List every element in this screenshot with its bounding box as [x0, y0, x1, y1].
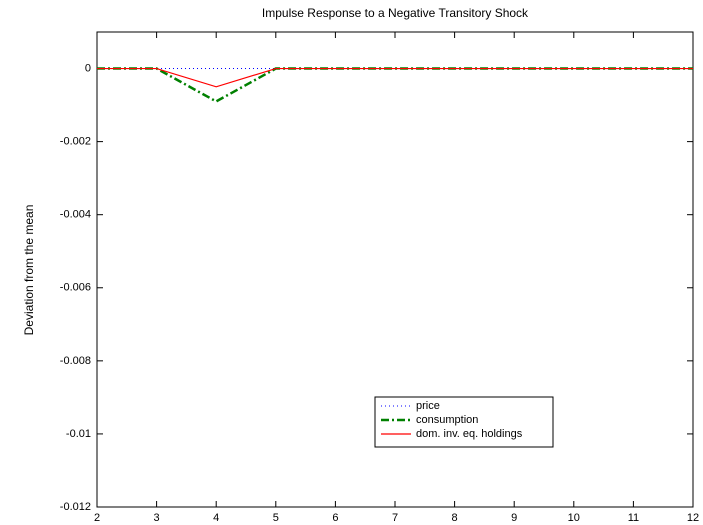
x-tick-label: 9	[511, 512, 517, 524]
x-tick-label: 12	[687, 512, 699, 524]
x-tick-label: 11	[628, 512, 639, 524]
x-tick-label: 10	[568, 512, 580, 524]
series-line	[97, 67, 693, 88]
x-tick-label: 5	[273, 512, 279, 524]
x-tick-label: 2	[94, 512, 100, 524]
y-tick-label: -0.006	[60, 282, 91, 294]
legend-label: price	[416, 400, 440, 412]
legend-box	[374, 396, 554, 448]
y-axis-label: Deviation from the mean	[22, 205, 36, 336]
x-tick-label: 4	[213, 512, 219, 524]
y-tick-label: -0.012	[60, 501, 91, 513]
y-tick-label: -0.01	[66, 428, 91, 440]
y-tick-label: -0.004	[60, 209, 91, 221]
y-tick-label: -0.008	[60, 355, 91, 367]
x-tick-label: 8	[452, 512, 458, 524]
legend-label: dom. inv. eq. holdings	[416, 428, 523, 440]
x-tick-label: 7	[392, 512, 398, 524]
chart-title: Impulse Response to a Negative Transitor…	[262, 6, 529, 20]
x-tick-label: 6	[332, 512, 338, 524]
x-tick-label: 3	[154, 512, 160, 524]
y-tick-label: -0.002	[60, 136, 91, 148]
legend-label: consumption	[416, 414, 478, 426]
y-tick-label: 0	[85, 62, 91, 74]
